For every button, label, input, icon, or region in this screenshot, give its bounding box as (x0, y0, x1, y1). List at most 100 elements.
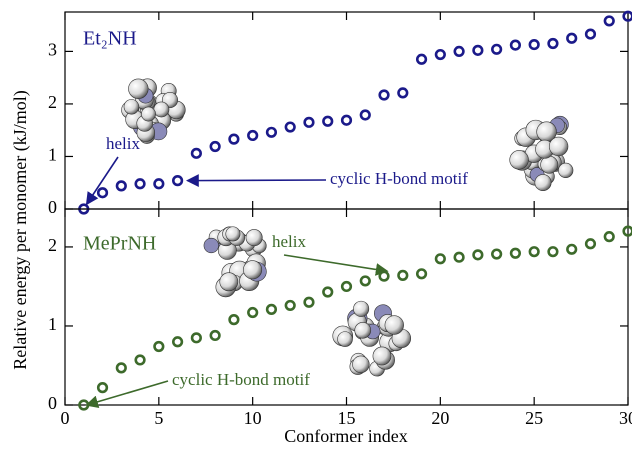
atom (355, 322, 371, 338)
data-point (286, 123, 295, 132)
data-point (136, 179, 145, 188)
annotation: cyclic H-bond motif (172, 370, 310, 389)
atom (385, 316, 404, 335)
data-point (511, 249, 520, 258)
data-point (474, 46, 483, 55)
data-point (361, 277, 370, 286)
data-point (98, 188, 107, 197)
atom (154, 102, 169, 117)
chart: Relative energy per monomer (kJ/mol) Con… (0, 0, 632, 450)
atom (353, 356, 370, 373)
annotation: helix (106, 134, 140, 153)
y-tick-label: 2 (48, 235, 57, 255)
series-label: Et₂NH (83, 28, 137, 50)
data-point (98, 383, 107, 392)
data-point (323, 288, 332, 297)
x-axis-label: Conformer index (284, 426, 407, 446)
data-point (399, 271, 408, 280)
atom (558, 163, 573, 178)
atom (541, 156, 558, 173)
data-point (286, 301, 295, 310)
data-point (361, 111, 370, 120)
molecule-image (510, 116, 573, 191)
data-point (605, 232, 614, 241)
x-tick-label: 15 (338, 408, 356, 428)
x-tick-label: 30 (619, 408, 632, 428)
data-point (230, 315, 239, 324)
x-tick-label: 10 (244, 408, 262, 428)
x-tick-label: 0 (61, 408, 70, 428)
data-point (549, 39, 558, 48)
data-point (117, 182, 126, 191)
annotation: cyclic H-bond motif (330, 169, 468, 188)
atom (373, 347, 391, 365)
data-point (248, 308, 257, 317)
x-tick-label: 25 (525, 408, 543, 428)
data-point (192, 334, 201, 343)
data-point (248, 131, 257, 140)
atom (204, 238, 219, 253)
atom (226, 227, 240, 241)
atom (535, 174, 551, 190)
data-point (567, 245, 576, 254)
y-tick-label: 0 (48, 197, 57, 217)
x-tick-label: 5 (154, 408, 163, 428)
data-point (586, 30, 595, 39)
atom (510, 150, 529, 169)
atom (549, 137, 568, 156)
data-point (380, 91, 389, 100)
atom (246, 229, 262, 245)
y-tick-label: 1 (48, 145, 57, 165)
data-point (455, 47, 464, 56)
atom (124, 99, 139, 114)
data-point (173, 337, 182, 346)
annotation-arrow (284, 255, 387, 271)
data-point (155, 179, 164, 188)
data-point (474, 251, 483, 260)
data-point (399, 89, 408, 98)
y-tick-label: 2 (48, 92, 57, 112)
data-point (267, 305, 276, 314)
data-point (436, 254, 445, 263)
molecule-image (204, 227, 266, 297)
data-point (436, 50, 445, 59)
data-point (136, 356, 145, 365)
y-tick-label: 3 (48, 40, 57, 60)
data-point (267, 128, 276, 137)
annotation-arrow (188, 180, 326, 181)
data-point (230, 135, 239, 144)
data-point (211, 142, 220, 151)
atom (243, 261, 261, 279)
data-point (492, 45, 501, 54)
data-point (511, 41, 520, 50)
molecule-image (333, 301, 411, 376)
y-axis-label: Relative energy per monomer (kJ/mol) (10, 90, 31, 370)
data-point (323, 117, 332, 126)
data-point (173, 176, 182, 185)
data-point (586, 239, 595, 248)
data-point (305, 298, 314, 307)
atom (141, 107, 155, 121)
data-point (155, 342, 164, 351)
data-point (117, 364, 126, 373)
data-point (417, 270, 426, 279)
data-point (192, 149, 201, 158)
data-point (605, 17, 614, 26)
atom (220, 273, 238, 291)
atom (129, 79, 149, 99)
data-point (530, 40, 539, 49)
data-point (492, 250, 501, 259)
data-point (342, 116, 351, 125)
data-point (342, 282, 351, 291)
atom (353, 301, 368, 316)
data-point (417, 55, 426, 64)
data-point (530, 247, 539, 256)
data-point (549, 247, 558, 256)
data-point (455, 253, 464, 262)
data-point (380, 272, 389, 281)
atom (338, 332, 353, 347)
data-point (305, 118, 314, 127)
data-point (567, 34, 576, 43)
x-tick-label: 20 (431, 408, 449, 428)
y-tick-label: 0 (48, 393, 57, 413)
